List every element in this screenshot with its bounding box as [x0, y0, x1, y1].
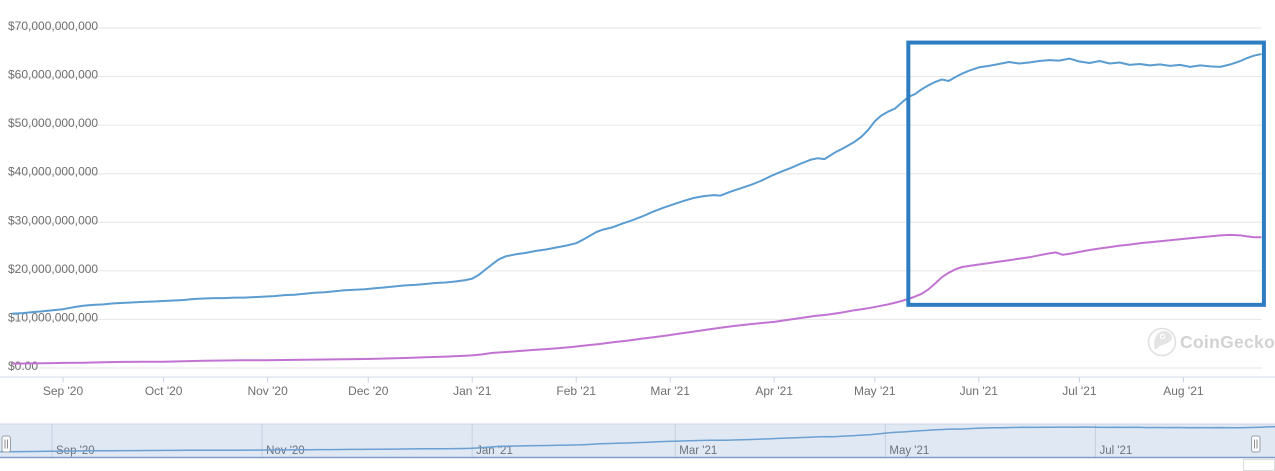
y-axis-label: $20,000,000,000 — [8, 262, 98, 276]
x-axis-label: Feb '21 — [556, 384, 596, 398]
gridlines-layer — [14, 27, 1262, 369]
navigator-x-label: Nov '20 — [266, 445, 305, 457]
series-purple-line[interactable] — [11, 233, 1262, 365]
y-axis-label: $50,000,000,000 — [8, 116, 98, 130]
y-axis-label: $70,000,000,000 — [8, 19, 98, 33]
gecko-head-icon — [1154, 331, 1173, 349]
y-axis-label: $30,000,000,000 — [8, 213, 98, 227]
navigator: Sep '20 Nov '20 Jan '21 Mar '21 May '21 Jul '… — [0, 423, 1275, 459]
navigator-handle-right[interactable] — [1251, 435, 1261, 453]
watermark-label: CoinGecko — [1180, 332, 1275, 352]
navigator-series-line — [0, 425, 1275, 453]
x-axis-label: Jun '21 — [960, 384, 999, 398]
x-axis-label: Nov '20 — [247, 384, 288, 398]
watermark: CoinGecko — [1147, 327, 1275, 357]
y-axis-labels-layer: $70,000,000,000 $60,000,000,000 $50,000,00… — [8, 19, 98, 373]
x-axis-label: Jul '21 — [1062, 384, 1097, 398]
y-axis-label: $40,000,000,000 — [8, 165, 98, 179]
series-layer — [11, 53, 1262, 365]
x-axis-label: May '21 — [854, 384, 896, 398]
scrollbar-corner — [1243, 459, 1275, 471]
navigator-x-label: Mar '21 — [679, 445, 717, 457]
gecko-pupil-icon — [1161, 335, 1164, 338]
x-axis-label: Jan '21 — [453, 384, 492, 398]
highlight-box — [906, 40, 1266, 307]
coingecko-icon — [1147, 327, 1177, 357]
x-axis-label: Apr '21 — [755, 384, 793, 398]
series-blue-line[interactable] — [11, 53, 1262, 315]
navigator-content: Sep '20 Nov '20 Jan '21 Mar '21 May '21 Jul '… — [0, 424, 1275, 457]
navigator-handle-left[interactable] — [1, 435, 11, 453]
x-axis-label: Aug '21 — [1163, 384, 1204, 398]
y-axis-label: $60,000,000,000 — [8, 68, 98, 82]
x-axis-label: Mar '21 — [650, 384, 690, 398]
x-axis-label: Sep '20 — [43, 384, 84, 398]
navigator-x-label: Jul '21 — [1099, 445, 1132, 457]
annotation-layer — [906, 40, 1266, 307]
navigator-selected-area[interactable] — [0, 424, 1275, 458]
navigator-x-label: May '21 — [889, 445, 929, 457]
y-axis-label: $10,000,000,000 — [8, 310, 98, 324]
y-axis-label: $0.00 — [8, 359, 38, 373]
x-axis-layer: Sep '20 Oct '20 Nov '20 Dec '20 Jan '21 Feb '… — [0, 376, 1275, 398]
x-axis-label: Oct '20 — [145, 384, 183, 398]
x-axis-label: Dec '20 — [348, 384, 389, 398]
